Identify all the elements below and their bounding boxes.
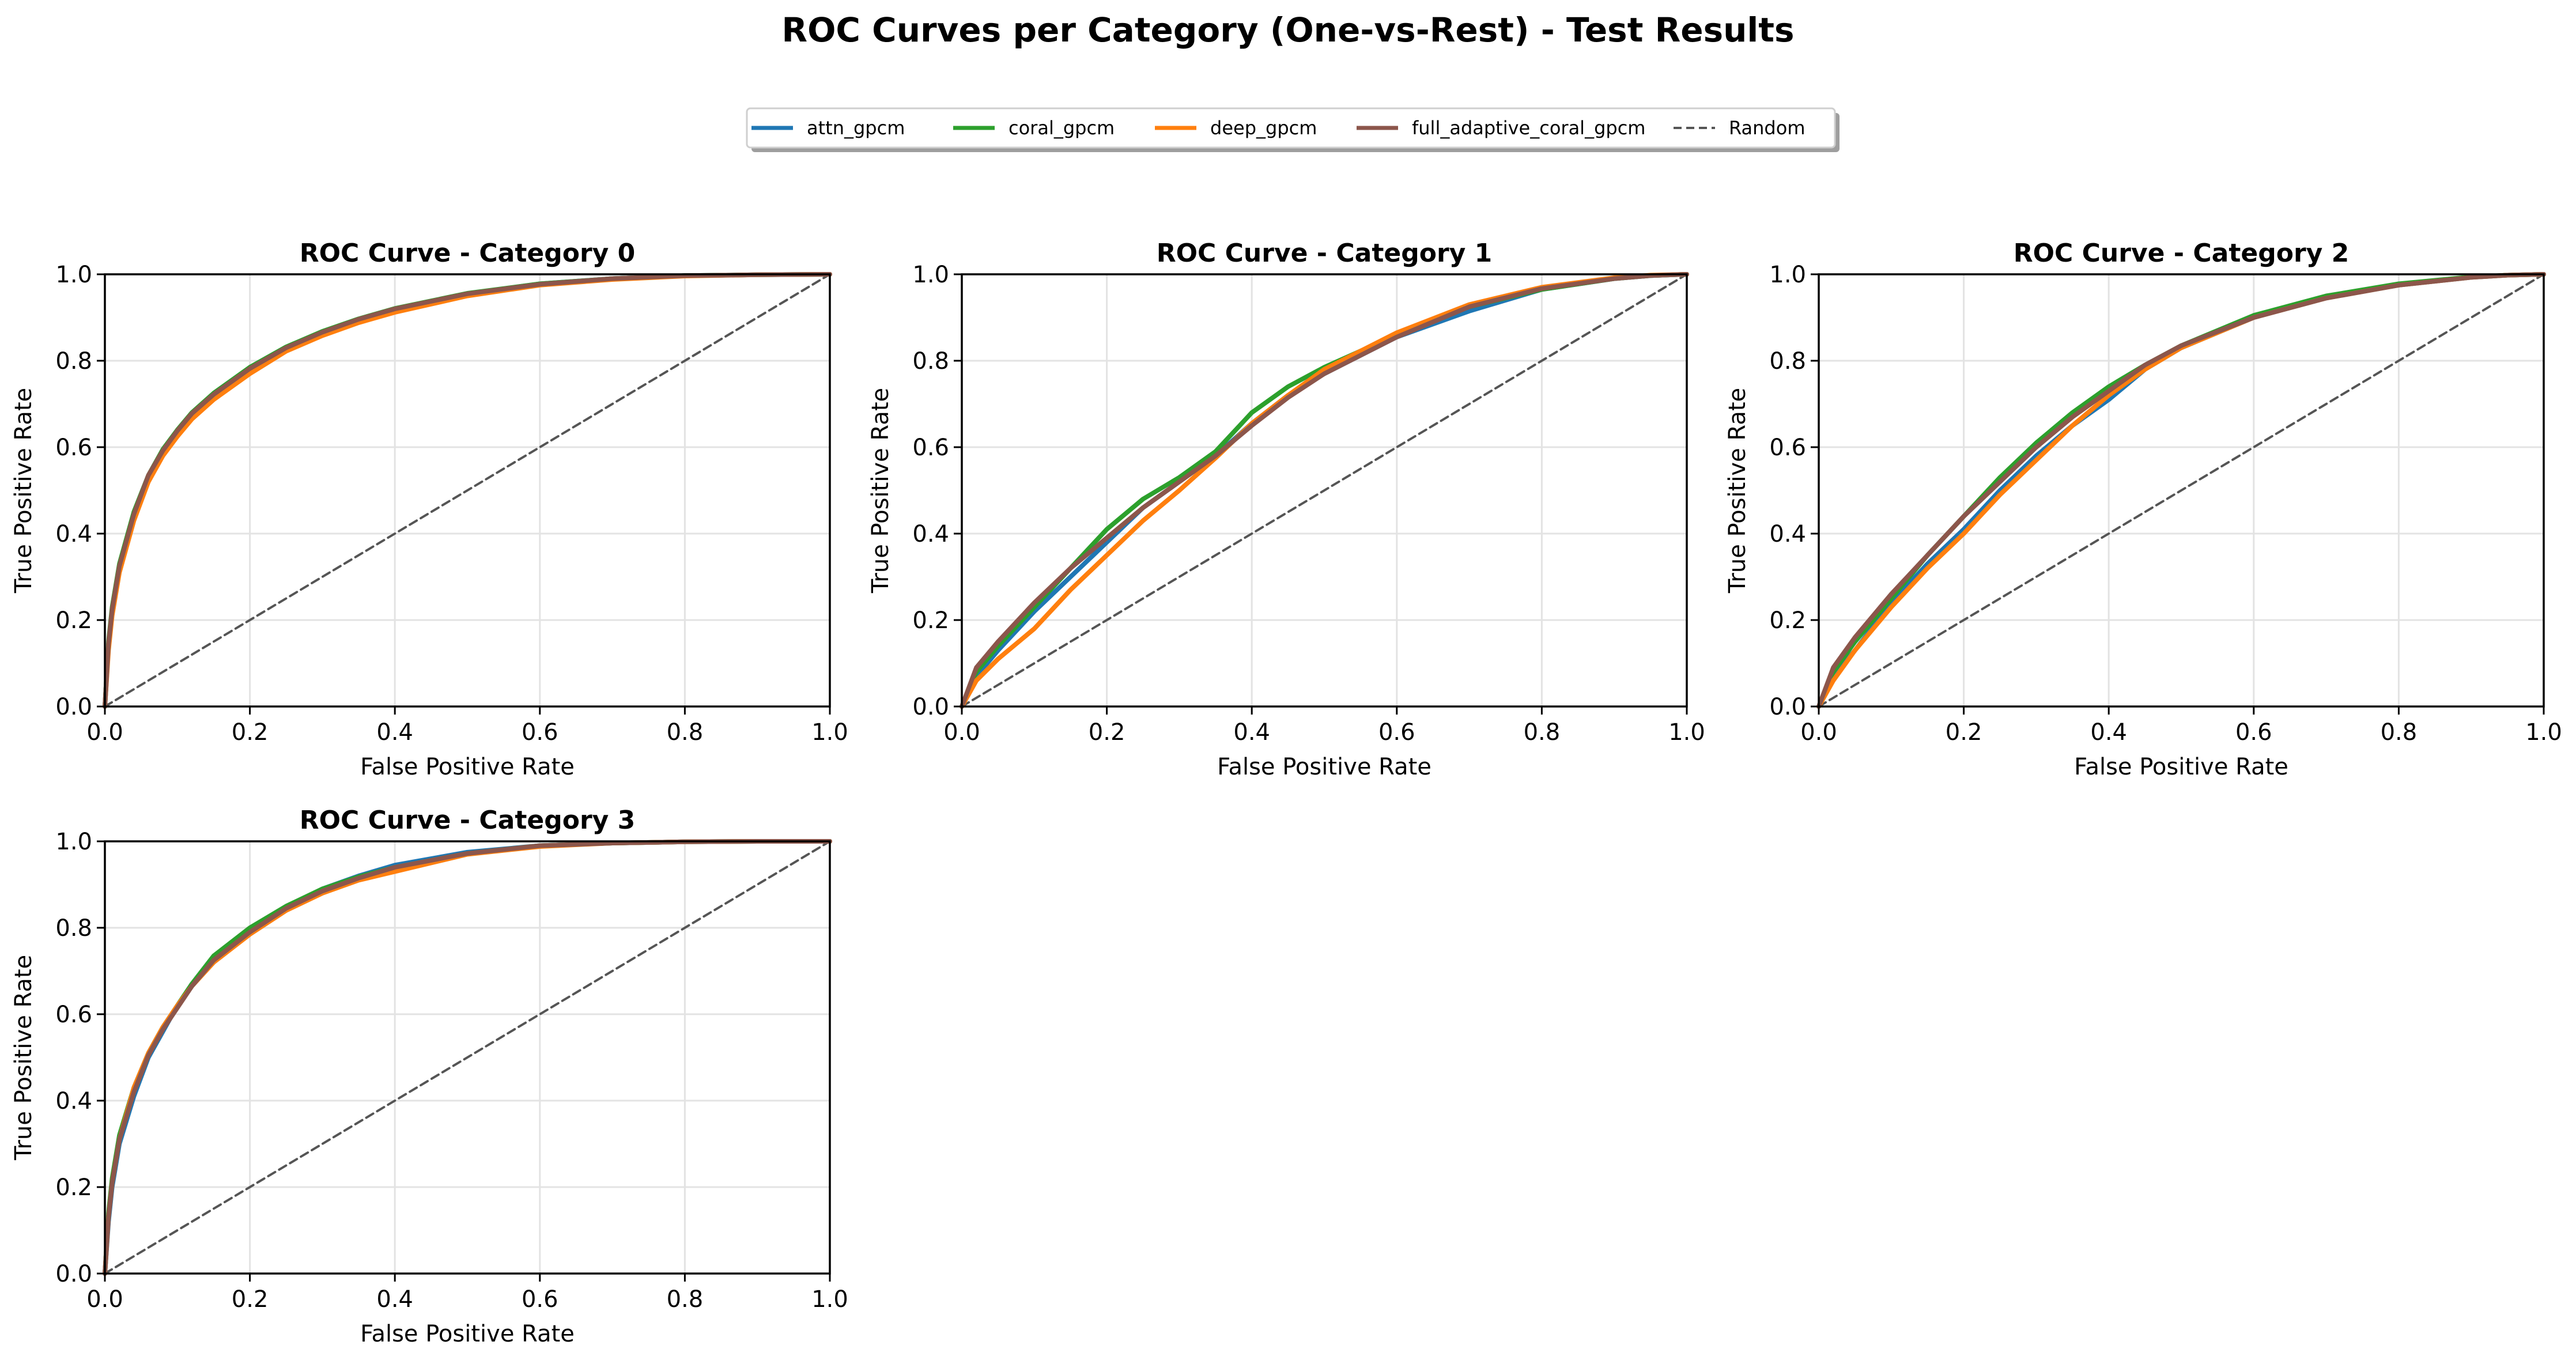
plots-container: 0.0 0.2 0.4 0.6 0.8 1.0 0.0 0.2 0.4 0.6 0.8 1.0 ROC … <box>10 239 2562 1347</box>
legend-entry: deep_gpcm <box>1155 117 1317 139</box>
x-tick-label: 0.8 <box>1524 719 1561 746</box>
y-tick-label: 1.0 <box>55 262 92 288</box>
legend-entry: coral_gpcm <box>953 117 1115 139</box>
x-tick-label: 0.4 <box>376 1286 413 1313</box>
roc-panel-1: 0.0 0.2 0.4 0.6 0.8 1.0 0.0 0.2 0.4 0.6 0.8 1.0 ROC … <box>867 239 1705 780</box>
x-tick-label: 0.0 <box>86 1286 123 1313</box>
y-tick-label: 0.0 <box>912 694 949 720</box>
series-line-full-adaptive-coral-gpcm <box>103 839 832 1276</box>
series-line-Random <box>104 840 831 1275</box>
x-tick-label: 0.6 <box>522 719 558 746</box>
x-axis-label: False Positive Rate <box>2074 754 2288 780</box>
y-tick-label: 1.0 <box>1769 262 1806 288</box>
y-tick-label: 0.6 <box>1769 434 1806 461</box>
series-line-full-adaptive-coral-gpcm <box>960 272 1689 709</box>
series-line-Random <box>1818 273 2545 708</box>
x-tick-label: 0.4 <box>2090 719 2127 746</box>
series-line-Random <box>961 273 1688 708</box>
y-tick-label: 0.4 <box>1769 521 1806 547</box>
legend-label: attn_gpcm <box>807 117 905 139</box>
x-tick-label: 0.2 <box>232 719 269 746</box>
y-tick-label: 0.8 <box>55 348 92 375</box>
y-tick-label: 0.2 <box>55 1174 92 1201</box>
x-tick-label: 1.0 <box>1668 719 1705 746</box>
y-tick-label: 0.0 <box>55 1261 92 1287</box>
roc-panel-3: 0.0 0.2 0.4 0.6 0.8 1.0 0.0 0.2 0.4 0.6 0.8 1.0 ROC … <box>10 806 848 1347</box>
legend: attn_gpcm coral_gpcm deep_gpcm full_adaptiv… <box>746 107 1840 152</box>
y-tick-label: 0.4 <box>55 521 92 547</box>
y-tick-label: 0.6 <box>55 434 92 461</box>
panel-title: ROC Curve - Category 0 <box>300 239 636 268</box>
x-tick-label: 0.6 <box>2235 719 2272 746</box>
legend-frame <box>746 107 1836 149</box>
y-axis-label: True Positive Rate <box>10 955 37 1161</box>
x-tick-label: 1.0 <box>2525 719 2562 746</box>
x-tick-label: 1.0 <box>811 1286 848 1313</box>
panel-title: ROC Curve - Category 1 <box>1157 239 1493 268</box>
legend-label: full_adaptive_coral_gpcm <box>1412 117 1645 139</box>
x-axis-label: False Positive Rate <box>360 1321 575 1347</box>
y-tick-label: 0.0 <box>55 694 92 720</box>
series-line-full-adaptive-coral-gpcm <box>103 272 832 709</box>
series-line-Random <box>104 273 831 708</box>
y-tick-label: 0.2 <box>1769 607 1806 634</box>
y-tick-label: 0.0 <box>1769 694 1806 720</box>
legend-entry: Random <box>1674 117 1805 139</box>
series-line-full-adaptive-coral-gpcm <box>1816 272 2546 709</box>
x-tick-label: 0.0 <box>86 719 123 746</box>
axes-frame <box>1818 273 2545 708</box>
legend-label: coral_gpcm <box>1009 117 1115 139</box>
y-tick-label: 1.0 <box>55 829 92 855</box>
y-tick-label: 0.6 <box>55 1002 92 1028</box>
panel-title: ROC Curve - Category 3 <box>300 806 636 835</box>
figure-title: ROC Curves per Category (One-vs-Rest) - … <box>781 10 1794 50</box>
y-tick-label: 0.8 <box>55 915 92 942</box>
panel-title: ROC Curve - Category 2 <box>2014 239 2350 268</box>
x-tick-label: 0.6 <box>1378 719 1415 746</box>
x-tick-label: 0.4 <box>1233 719 1270 746</box>
y-axis-label: True Positive Rate <box>867 388 894 594</box>
x-tick-label: 0.8 <box>2381 719 2418 746</box>
x-tick-label: 0.4 <box>376 719 413 746</box>
x-tick-label: 0.8 <box>667 719 704 746</box>
y-tick-label: 0.2 <box>55 607 92 634</box>
x-tick-label: 0.6 <box>522 1286 558 1313</box>
y-tick-label: 0.8 <box>1769 348 1806 375</box>
legend-label: deep_gpcm <box>1210 117 1317 139</box>
y-axis-label: True Positive Rate <box>1724 388 1751 594</box>
x-tick-label: 1.0 <box>811 719 848 746</box>
x-tick-label: 0.0 <box>1800 719 1837 746</box>
legend-label: Random <box>1729 117 1805 139</box>
y-tick-label: 0.2 <box>912 607 949 634</box>
x-tick-label: 0.0 <box>943 719 980 746</box>
axes-frame <box>104 273 831 708</box>
roc-panel-0: 0.0 0.2 0.4 0.6 0.8 1.0 0.0 0.2 0.4 0.6 0.8 1.0 ROC … <box>10 239 848 780</box>
roc-panel-2: 0.0 0.2 0.4 0.6 0.8 1.0 0.0 0.2 0.4 0.6 0.8 1.0 ROC … <box>1724 239 2562 780</box>
x-axis-label: False Positive Rate <box>1217 754 1431 780</box>
x-tick-label: 0.2 <box>1946 719 1982 746</box>
x-tick-label: 0.2 <box>1089 719 1125 746</box>
y-tick-label: 0.4 <box>55 1088 92 1114</box>
x-tick-label: 0.8 <box>667 1286 704 1313</box>
axes-frame <box>961 273 1688 708</box>
legend-entry: attn_gpcm <box>751 117 905 139</box>
x-axis-label: False Positive Rate <box>360 754 575 780</box>
y-tick-label: 0.6 <box>912 434 949 461</box>
y-tick-label: 0.4 <box>912 521 949 547</box>
x-tick-label: 0.2 <box>232 1286 269 1313</box>
y-tick-label: 0.8 <box>912 348 949 375</box>
y-tick-label: 1.0 <box>912 262 949 288</box>
axes-frame <box>104 840 831 1275</box>
y-axis-label: True Positive Rate <box>10 388 37 594</box>
legend-entry: full_adaptive_coral_gpcm <box>1357 117 1645 139</box>
